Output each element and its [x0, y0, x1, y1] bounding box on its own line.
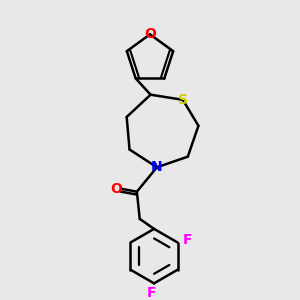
Text: N: N: [151, 160, 163, 174]
Text: O: O: [144, 27, 156, 41]
Text: S: S: [178, 93, 188, 107]
Text: F: F: [146, 286, 156, 299]
Text: O: O: [110, 182, 122, 196]
Text: F: F: [183, 232, 192, 247]
